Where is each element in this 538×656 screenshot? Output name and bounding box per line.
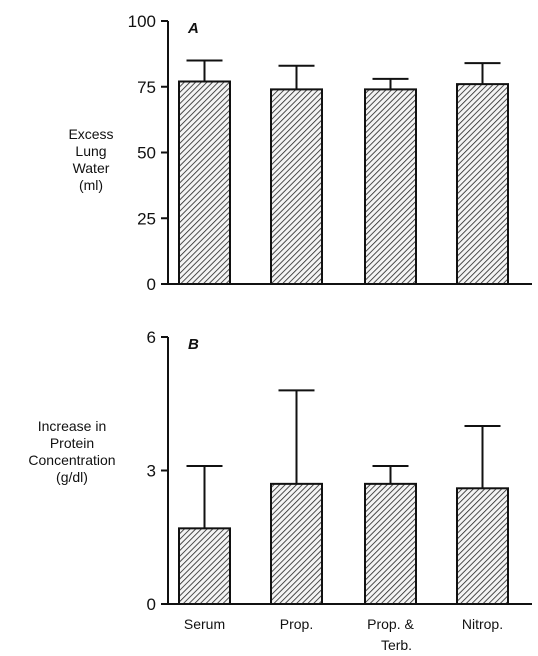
y-tick-label: 25 <box>137 209 156 228</box>
bar-group-nitrop <box>456 425 509 605</box>
x-category-label: Serum <box>184 616 225 632</box>
y-axis-label-line: Increase in <box>38 418 106 434</box>
bar-group-prop <box>270 389 323 606</box>
bar <box>364 88 417 285</box>
y-axis-label-line: Protein <box>50 435 94 451</box>
y-axis-label-line: Concentration <box>28 452 115 468</box>
x-category-sublabel: Terb. <box>381 637 412 653</box>
bar-group-nitrop <box>456 62 509 286</box>
panel-b-chart: 0 3 6 B Increase inProteinConcentration(g/dl… <box>28 328 532 653</box>
panel-label: B <box>188 336 199 353</box>
bar-group-serum <box>178 59 231 285</box>
bar <box>364 482 417 606</box>
y-tick-label: 3 <box>147 462 156 481</box>
bar <box>270 482 323 606</box>
y-axis-label-line: Excess <box>68 126 113 142</box>
x-category-label: Prop. <box>280 616 313 632</box>
panel-label: A <box>187 20 199 37</box>
y-tick-label: 0 <box>147 275 156 294</box>
bar-group-prop <box>364 77 417 285</box>
bar <box>178 80 231 285</box>
bar <box>456 487 509 605</box>
y-axis-label-line: Lung <box>75 143 106 159</box>
x-category-label: Nitrop. <box>462 616 503 632</box>
bar <box>178 527 231 605</box>
bar-group-prop <box>364 465 417 606</box>
y-tick-label: 0 <box>147 595 156 614</box>
y-axis-label-line: (g/dl) <box>56 469 88 485</box>
x-category-label: Prop. & <box>367 616 414 632</box>
y-tick-label: 100 <box>128 12 156 31</box>
y-axis-label-line: (ml) <box>79 177 103 193</box>
bar <box>270 88 323 285</box>
y-tick-label: 50 <box>137 144 156 163</box>
bar <box>456 83 509 286</box>
bar-group-prop <box>270 64 323 285</box>
y-tick-label: 75 <box>137 78 156 97</box>
y-axis-label-line: Water <box>73 160 110 176</box>
y-tick-label: 6 <box>147 328 156 347</box>
bar-group-serum <box>178 465 231 605</box>
